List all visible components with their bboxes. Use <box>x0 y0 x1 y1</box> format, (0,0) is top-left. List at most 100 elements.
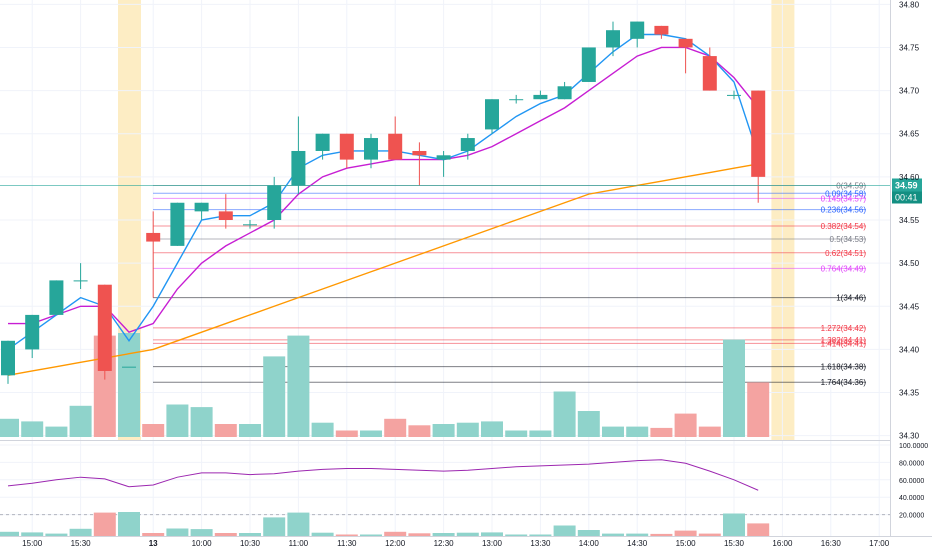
volume-bar-17 <box>408 425 431 437</box>
candle-22 <box>533 90 548 100</box>
candle-28 <box>678 38 693 74</box>
osc-volume-bar-18 <box>432 533 455 536</box>
candle-body-11 <box>267 185 282 220</box>
osc-volume-bar-4 <box>93 512 116 536</box>
osc-volume-bar-11 <box>263 517 286 536</box>
axes: 34.80 34.75 34.70 34.65 34.60 34.55 34.50 34.45… <box>22 0 919 548</box>
osc-volume-bar-7 <box>166 528 189 536</box>
volume-bar-2 <box>45 426 68 437</box>
candle-body-18 <box>436 155 451 160</box>
volume-bar-8 <box>190 407 213 437</box>
volume-bar-10 <box>239 424 261 437</box>
osc-volume-bar-14 <box>335 534 358 536</box>
osc-volume-bar-25 <box>602 533 624 536</box>
candle-body-9 <box>218 211 233 220</box>
candle-body-7 <box>170 202 185 246</box>
candle-11 <box>267 176 282 229</box>
candle-body-1 <box>25 314 40 350</box>
osc-volume-bar-5 <box>118 512 140 536</box>
volume-bar-30 <box>723 339 745 437</box>
volume-bar-6 <box>142 424 165 437</box>
time-tick-5: 11:00 <box>289 539 309 548</box>
volume-bar-12 <box>287 335 310 437</box>
candle-body-5 <box>122 366 136 368</box>
osc-volume-bar-12 <box>287 512 310 536</box>
osc-tick-2: 60.0000 <box>899 478 924 485</box>
time-tick-10: 13:30 <box>530 539 551 548</box>
candle-8 <box>194 202 209 220</box>
time-tick-0: 15:00 <box>22 539 43 548</box>
ma-slow-line <box>7 163 759 376</box>
volume-bar-24 <box>577 411 600 437</box>
candle-body-14 <box>339 133 354 160</box>
countdown-badge <box>892 191 922 204</box>
osc-tick-4: 20.0000 <box>899 513 924 520</box>
ma-mid-line <box>8 46 759 333</box>
price-tick-2: 34.70 <box>899 87 920 96</box>
fib-label-11: 1.414(34.41) <box>821 339 867 348</box>
volume-bar-31 <box>747 382 770 437</box>
time-tick-16: 16:30 <box>821 539 842 548</box>
candle-5 <box>122 366 136 368</box>
osc-volume-bar-6 <box>142 533 165 536</box>
candle-14 <box>339 133 354 169</box>
candle-16 <box>388 116 403 160</box>
candles <box>1 21 766 384</box>
price-tick-7: 34.45 <box>899 302 920 311</box>
candle-17 <box>412 142 427 186</box>
candle-body-23 <box>557 86 572 100</box>
volume-bar-9 <box>214 424 237 437</box>
candle-13 <box>315 133 330 160</box>
volume-bar-5 <box>118 333 140 437</box>
volume-bar-0 <box>0 418 19 437</box>
osc-volume-bar-10 <box>239 533 261 536</box>
candle-1 <box>25 314 40 359</box>
osc-volume-bar-31 <box>747 523 770 536</box>
volume-bar-16 <box>384 418 407 437</box>
oscillator-line <box>7 459 759 491</box>
osc-volume-bar-21 <box>505 534 528 536</box>
time-tick-3: 10:00 <box>192 539 213 548</box>
volume-bars <box>0 333 770 437</box>
candle-20 <box>485 99 499 134</box>
osc-volume-bar-0 <box>0 531 19 536</box>
volume-bar-1 <box>21 421 44 437</box>
osc-volume-bar-20 <box>481 532 503 536</box>
osc-volume-bar-8 <box>190 529 213 536</box>
osc-tick-0: 100.0000 <box>899 443 928 450</box>
candle-body-6 <box>146 232 161 242</box>
fib-label-2: 0.145(34.57) <box>821 194 867 203</box>
candle-25 <box>606 21 620 57</box>
fib-label-7: 0.764(34.49) <box>821 264 867 273</box>
time-tick-12: 14:30 <box>627 539 648 548</box>
osc-volume-bar-30 <box>723 513 745 536</box>
candle-10 <box>243 220 257 229</box>
time-tick-15: 16:00 <box>772 539 793 548</box>
time-tick-11: 14:00 <box>579 539 600 548</box>
volume-bar-23 <box>553 391 576 437</box>
time-tick-6: 11:30 <box>337 539 357 548</box>
candle-body-0 <box>1 340 15 376</box>
fibonacci-levels: 0(34.59)0.09(34.58)0.145(34.57)0.236(34.… <box>153 181 866 387</box>
candle-2 <box>49 280 64 315</box>
candle-26 <box>630 21 645 48</box>
candle-9 <box>218 194 233 229</box>
volume-bar-11 <box>263 356 286 437</box>
candle-6 <box>146 211 161 298</box>
candle-body-19 <box>460 138 475 151</box>
candle-7 <box>170 202 185 246</box>
candle-body-2 <box>49 280 64 315</box>
osc-volume-bar-22 <box>529 534 552 536</box>
candle-23 <box>557 81 572 100</box>
time-tick-2: 13 <box>149 539 158 548</box>
candle-24 <box>581 47 596 82</box>
fib-label-12: 1.618(34.38) <box>821 363 867 372</box>
osc-volume-bar-24 <box>577 530 600 536</box>
volume-bar-25 <box>602 426 624 437</box>
volume-bar-29 <box>698 426 721 437</box>
osc-volume-bar-3 <box>69 528 92 536</box>
price-tick-0: 34.80 <box>899 0 920 9</box>
volume-bar-26 <box>626 426 649 437</box>
